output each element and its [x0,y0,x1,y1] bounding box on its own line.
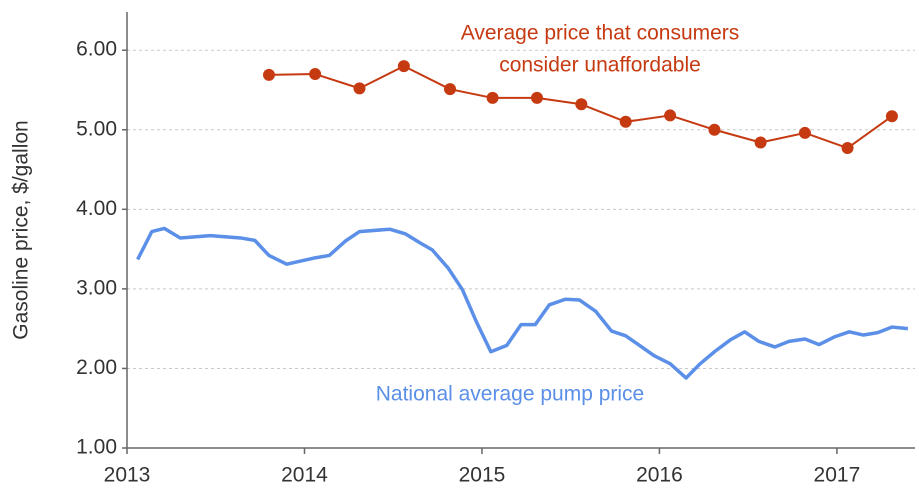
y-tick-label: 5.00 [76,117,117,140]
x-tick-label: 2016 [636,464,683,487]
y-tick-label: 1.00 [76,436,117,459]
point [575,98,588,111]
y-tick-label: 2.00 [76,356,117,379]
point [486,91,499,104]
y-tick-label: 4.00 [76,197,117,220]
y-tick-label: 3.00 [76,276,117,299]
point [664,109,677,122]
series-label: Average price that consumers [461,22,740,45]
series-label: National average pump price [376,383,645,406]
point [754,136,767,149]
point [798,126,811,139]
point [530,91,543,104]
point [619,115,632,128]
point [262,68,275,81]
point [353,82,366,95]
x-tick-label: 2017 [814,464,861,487]
x-tick-label: 2013 [104,464,151,487]
point [444,83,457,96]
x-tick-label: 2014 [281,464,328,487]
y-axis-label: Gasoline price, $/gallon [10,120,33,339]
point [885,110,898,123]
series-label: consider unaffordable [499,54,701,77]
point [708,123,721,136]
point [309,68,322,81]
y-tick-label: 6.00 [76,38,117,61]
point [841,142,854,155]
point [397,60,410,73]
series-line [136,226,909,380]
x-tick-label: 2015 [459,464,506,487]
